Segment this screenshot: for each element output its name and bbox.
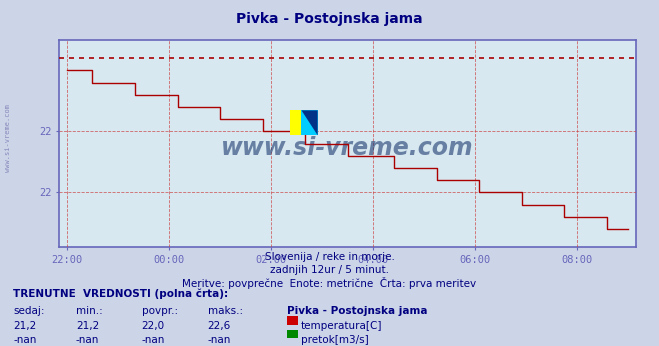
Text: min.:: min.: [76, 306, 103, 316]
Text: sedaj:: sedaj: [13, 306, 45, 316]
Text: -nan: -nan [208, 335, 231, 345]
Text: www.si-vreme.com: www.si-vreme.com [221, 136, 474, 160]
Text: 22,0: 22,0 [142, 321, 165, 331]
Text: Slovenija / reke in morje.: Slovenija / reke in morje. [264, 252, 395, 262]
Bar [302, 110, 318, 135]
Text: Pivka - Postojnska jama: Pivka - Postojnska jama [287, 306, 427, 316]
Text: -nan: -nan [142, 335, 165, 345]
Text: temperatura[C]: temperatura[C] [301, 321, 383, 331]
Text: 21,2: 21,2 [13, 321, 36, 331]
Text: 22,6: 22,6 [208, 321, 231, 331]
Text: -nan: -nan [13, 335, 36, 345]
Text: TRENUTNE  VREDNOSTI (polna črta):: TRENUTNE VREDNOSTI (polna črta): [13, 289, 228, 299]
Polygon shape [302, 110, 318, 135]
Text: maks.:: maks.: [208, 306, 243, 316]
Text: povpr.:: povpr.: [142, 306, 178, 316]
Text: pretok[m3/s]: pretok[m3/s] [301, 335, 369, 345]
Bar [290, 110, 306, 135]
Text: -nan: -nan [76, 335, 99, 345]
Text: 21,2: 21,2 [76, 321, 99, 331]
Text: Pivka - Postojnska jama: Pivka - Postojnska jama [236, 12, 423, 26]
Text: zadnjih 12ur / 5 minut.: zadnjih 12ur / 5 minut. [270, 265, 389, 275]
Text: Meritve: povprečne  Enote: metrične  Črta: prva meritev: Meritve: povprečne Enote: metrične Črta:… [183, 277, 476, 290]
Text: www.si-vreme.com: www.si-vreme.com [5, 104, 11, 172]
